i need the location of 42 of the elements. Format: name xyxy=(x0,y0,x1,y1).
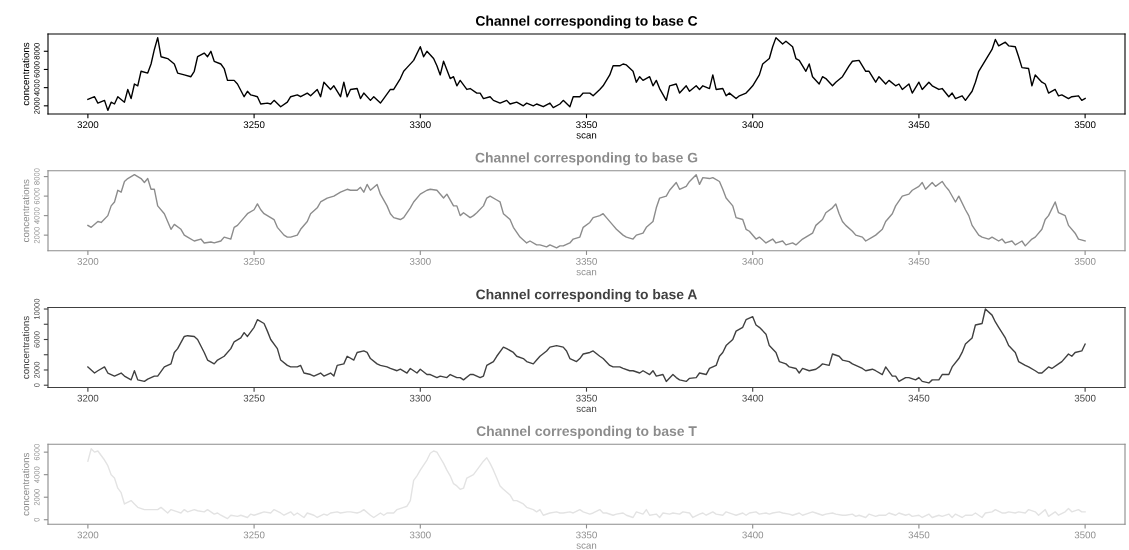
chart-title: Channel corresponding to base G xyxy=(475,152,698,166)
x-tick-label: 3200 xyxy=(77,531,99,539)
x-tick-label: 3350 xyxy=(576,121,597,129)
x-tick-label: 3500 xyxy=(1074,531,1096,539)
x-tick-label: 3300 xyxy=(409,257,431,265)
y-axis-title: concentrations xyxy=(22,42,30,106)
x-tick-label: 3200 xyxy=(77,121,99,129)
x-tick-label: 3300 xyxy=(409,394,431,402)
line-series xyxy=(87,36,1086,112)
x-tick-label: 3200 xyxy=(77,394,99,402)
x-tick-label: 3300 xyxy=(409,121,431,129)
x-axis-title: scan xyxy=(576,406,597,413)
x-tick-label: 3350 xyxy=(576,257,597,265)
y-axis-title: concentrations xyxy=(22,452,30,516)
x-tick-label: 3350 xyxy=(576,394,597,402)
x-tick-label: 3500 xyxy=(1074,121,1096,129)
x-tick-label: 3200 xyxy=(77,257,99,265)
x-tick-label: 3300 xyxy=(409,531,431,539)
y-axis-title: concentrations xyxy=(22,179,30,242)
x-tick-label: 3450 xyxy=(908,257,930,265)
chart-title: Channel corresponding to base T xyxy=(476,425,697,439)
x-axis-title: scan xyxy=(576,269,597,276)
x-tick-label: 3400 xyxy=(742,257,764,265)
x-tick-label: 3450 xyxy=(908,531,930,539)
x-tick-label: 3250 xyxy=(243,531,265,539)
x-tick-label: 3250 xyxy=(243,394,265,402)
x-tick-label: 3400 xyxy=(742,394,764,402)
chart-title: Channel corresponding to base C xyxy=(475,15,698,29)
x-axis-title: scan xyxy=(576,133,597,139)
y-axis-title: concentrations xyxy=(22,316,30,379)
x-tick-label: 3500 xyxy=(1074,394,1096,402)
x-tick-label: 3400 xyxy=(742,531,764,539)
x-tick-label: 3450 xyxy=(908,121,930,129)
x-tick-label: 3450 xyxy=(908,394,930,402)
chart-title: Channel corresponding to base A xyxy=(476,289,698,303)
x-axis-title: scan xyxy=(576,543,597,549)
line-series xyxy=(87,448,1086,520)
x-tick-label: 3350 xyxy=(576,531,597,539)
x-tick-label: 3400 xyxy=(742,121,764,129)
x-tick-label: 3250 xyxy=(243,121,265,129)
x-tick-label: 3500 xyxy=(1074,257,1096,265)
x-tick-label: 3250 xyxy=(243,257,265,265)
